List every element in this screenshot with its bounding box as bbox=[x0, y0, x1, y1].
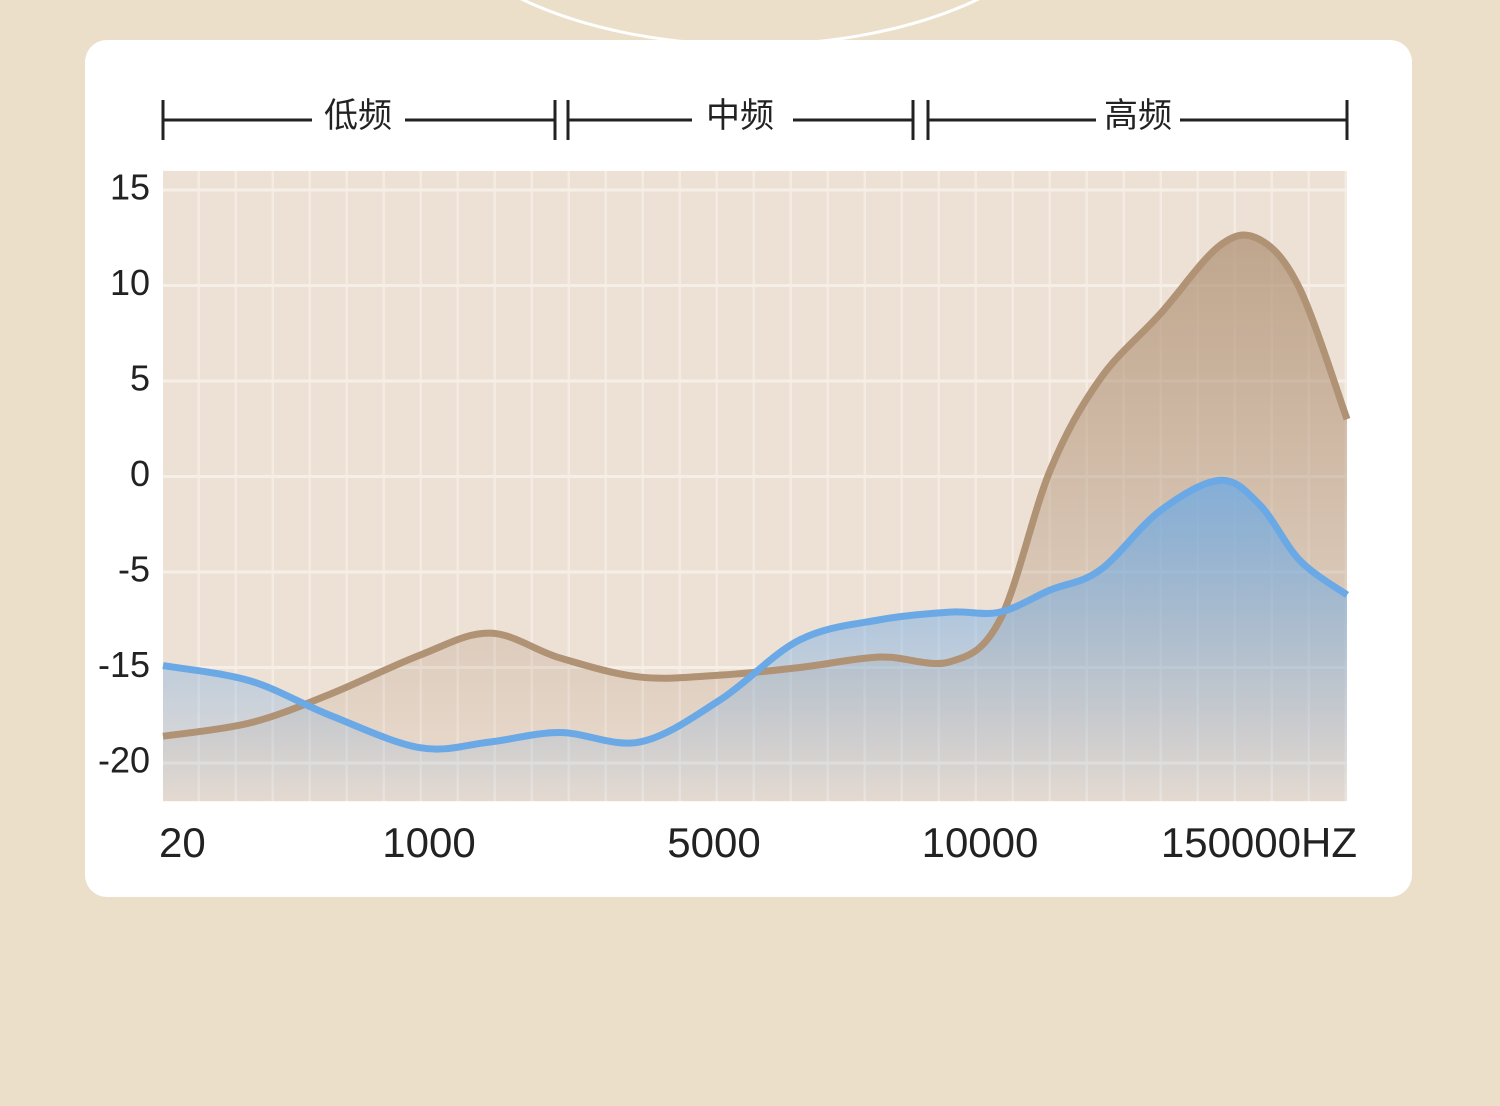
y-tick-label: -15 bbox=[98, 644, 150, 685]
x-tick-label: 5000 bbox=[667, 819, 760, 866]
band-label: 低频 bbox=[324, 97, 392, 135]
y-tick-label: -5 bbox=[118, 549, 150, 590]
band-label: 高频 bbox=[1104, 97, 1172, 135]
y-tick-label: 5 bbox=[130, 358, 150, 399]
series-line bbox=[162, 231, 1351, 740]
y-tick-label: 10 bbox=[110, 262, 150, 303]
decor-arc bbox=[520, 0, 980, 47]
x-tick-label: 20 bbox=[159, 819, 206, 866]
band-rules bbox=[161, 100, 1349, 140]
y-tick-label: -20 bbox=[98, 740, 150, 781]
band-label: 中频 bbox=[706, 97, 774, 135]
x-tick-label: 150000HZ bbox=[1161, 819, 1357, 866]
y-tick-label: 0 bbox=[130, 453, 150, 494]
x-tick-label: 10000 bbox=[922, 819, 1039, 866]
y-tick-label: 15 bbox=[110, 167, 150, 208]
x-tick-label: 1000 bbox=[382, 819, 475, 866]
series-line bbox=[162, 476, 1350, 753]
area-fill bbox=[163, 480, 1347, 802]
